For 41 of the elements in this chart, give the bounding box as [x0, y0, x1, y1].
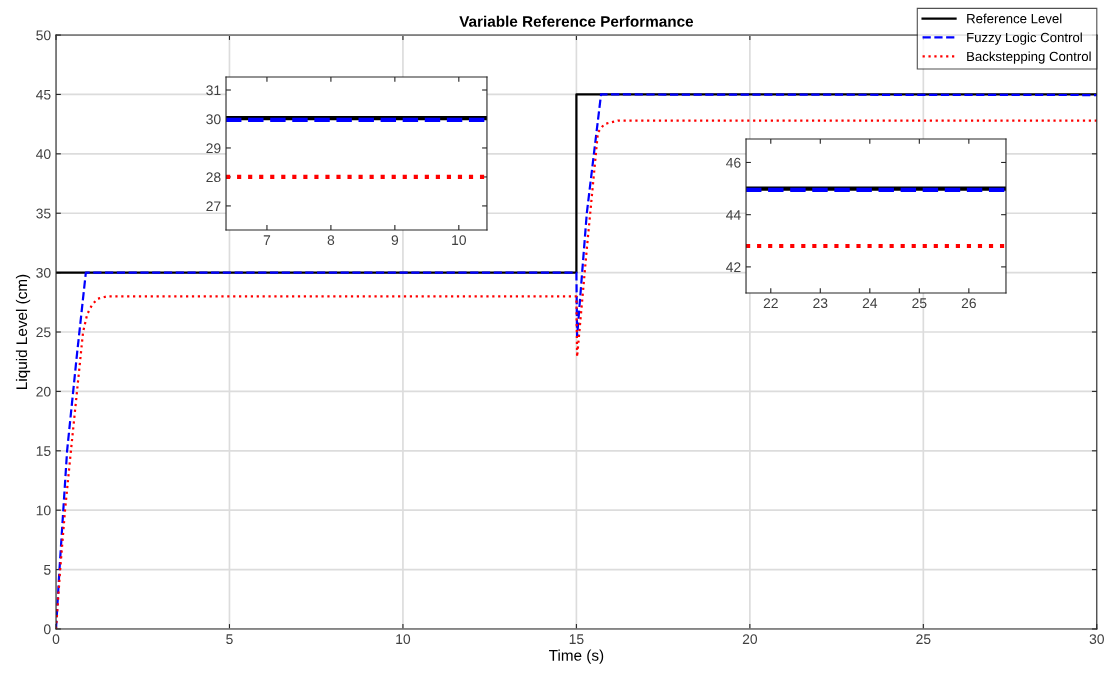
y-tick-label: 50	[36, 30, 51, 41]
x-tick-label: 5	[226, 634, 233, 645]
legend-label: Reference Level	[967, 13, 1062, 24]
y-tick-label: 44	[726, 210, 741, 220]
chart-title: Variable Reference Performance	[459, 15, 694, 27]
legend-label: Backstepping Control	[967, 51, 1091, 64]
y-tick-label: 0	[43, 624, 51, 635]
y-axis-title: Liquid Level (cm)	[15, 274, 31, 389]
y-tick-label: 46	[726, 157, 741, 168]
y-tick-label: 30	[206, 114, 221, 125]
x-tick-label: 30	[1089, 634, 1104, 645]
x-tick-label: 20	[742, 634, 758, 645]
y-tick-label: 25	[36, 327, 51, 338]
x-tick-label: 7	[263, 235, 271, 245]
x-tick-label: 25	[912, 298, 927, 309]
x-tick-label: 24	[862, 298, 878, 308]
y-tick-label: 29	[206, 143, 221, 154]
y-tick-label: 40	[36, 149, 51, 159]
y-tick-label: 28	[206, 172, 221, 183]
y-tick-label: 30	[36, 267, 51, 278]
x-tick-label: 10	[396, 634, 411, 645]
x-tick-label: 22	[763, 298, 778, 308]
y-tick-label: 45	[36, 89, 51, 100]
x-tick-label: 10	[452, 235, 466, 246]
y-tick-label: 15	[36, 446, 51, 456]
x-tick-label: 15	[569, 634, 584, 645]
x-tick-label: 23	[813, 298, 828, 309]
y-tick-label: 20	[36, 386, 51, 397]
legend-label: Fuzzy Logic Control	[967, 32, 1082, 45]
y-tick-label: 5	[43, 565, 51, 575]
y-tick-label: 10	[36, 505, 51, 516]
x-tick-label: 25	[916, 634, 931, 645]
x-tick-label: 0	[52, 634, 60, 645]
y-tick-label: 35	[36, 208, 51, 219]
x-axis-title: Time (s)	[549, 649, 604, 664]
y-tick-label: 42	[726, 262, 741, 272]
x-tick-label: 9	[391, 235, 399, 246]
y-tick-label: 31	[206, 85, 221, 96]
x-tick-label: 8	[327, 235, 335, 246]
x-tick-label: 26	[961, 298, 976, 309]
y-tick-label: 27	[206, 201, 221, 211]
